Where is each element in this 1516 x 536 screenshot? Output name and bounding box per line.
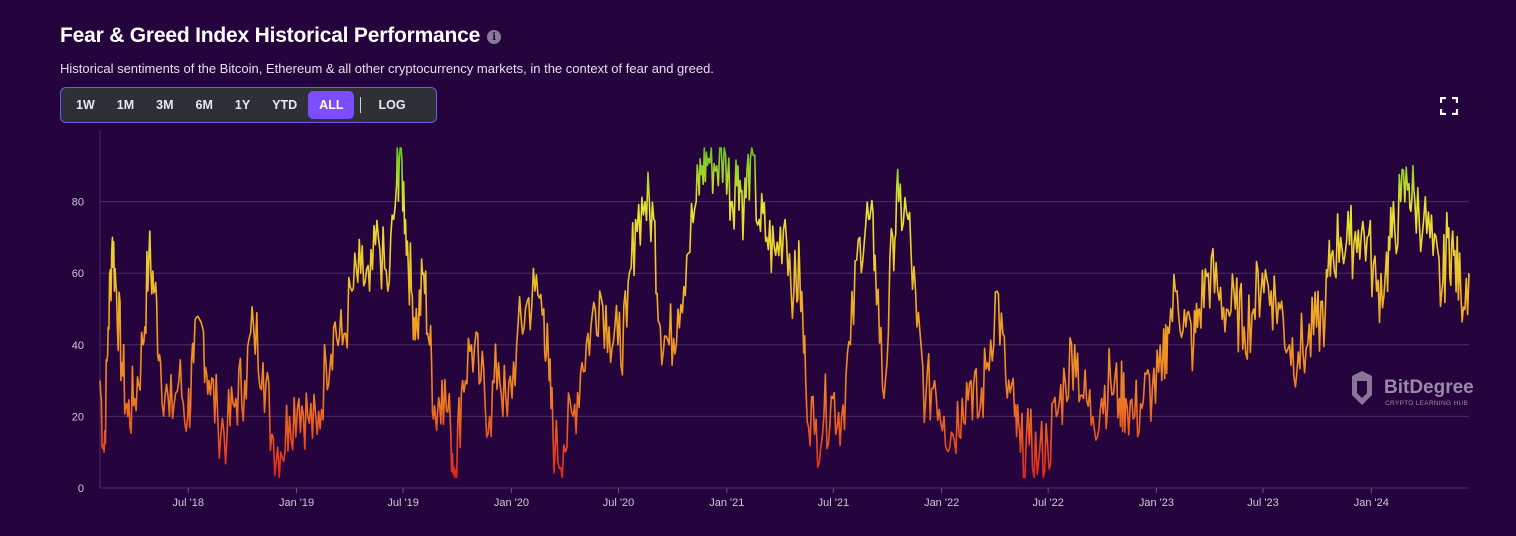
x-tick-label: Jul '22	[1032, 497, 1063, 509]
x-tick-label: Jan '24	[1354, 497, 1389, 509]
range-button-1y[interactable]: 1Y	[234, 98, 251, 112]
x-tick-label: Jul '20	[603, 497, 634, 509]
log-scale-toggle[interactable]: LOG	[378, 98, 406, 112]
axis-lines	[99, 130, 1469, 489]
range-button-1w[interactable]: 1W	[76, 98, 95, 112]
range-button-1m[interactable]: 1M	[116, 98, 135, 112]
watermark: BitDegree CRYPTO LEARNING HUB	[1352, 371, 1474, 407]
range-button-all[interactable]: ALL	[308, 91, 355, 119]
bitdegree-logo-icon	[1352, 371, 1372, 405]
range-button-ytd[interactable]: YTD	[272, 98, 298, 112]
y-tick-label: 40	[72, 340, 84, 352]
x-tick-label: Jan '20	[494, 497, 529, 509]
page-subtitle: Historical sentiments of the Bitcoin, Et…	[60, 61, 714, 76]
y-tick-label: 0	[78, 483, 84, 495]
fullscreen-icon[interactable]	[1440, 97, 1458, 115]
x-tick-label: Jan '19	[279, 497, 314, 509]
y-tick-label: 80	[72, 197, 84, 209]
y-tick-label: 20	[72, 411, 84, 423]
y-tick-label: 60	[72, 268, 84, 280]
grid-lines	[100, 201, 1469, 417]
info-icon[interactable]: i	[487, 30, 502, 44]
x-tick-label: Jan '21	[709, 497, 744, 509]
range-button-6m[interactable]: 6M	[195, 98, 213, 112]
watermark-tagline: CRYPTO LEARNING HUB	[1385, 400, 1468, 407]
range-selector: 1W 1M 3M 6M 1Y YTD ALL LOG	[60, 87, 437, 123]
watermark-name: BitDegree	[1384, 377, 1474, 398]
x-tick-label: Jan '23	[1139, 497, 1174, 509]
x-tick-label: Jul '21	[818, 497, 849, 509]
range-separator	[360, 97, 362, 113]
x-tick-label: Jul '19	[387, 497, 418, 509]
x-tick-label: Jul '18	[173, 497, 204, 509]
x-axis-ticks: Jul '18 Jan '19 Jul '19 Jan '20 Jul '20 Jan '…	[173, 488, 1389, 509]
fear-greed-series-line	[99, 147, 1470, 479]
page-title: Fear & Greed Index Historical Performanc…	[60, 24, 481, 47]
x-tick-label: Jan '22	[924, 497, 959, 509]
x-tick-label: Jul '23	[1247, 497, 1278, 509]
range-button-3m[interactable]: 3M	[156, 98, 174, 112]
title-row: Fear & Greed Index Historical Performanc…	[60, 24, 502, 48]
y-axis-ticks: 0 20 40 60 80	[72, 197, 84, 495]
